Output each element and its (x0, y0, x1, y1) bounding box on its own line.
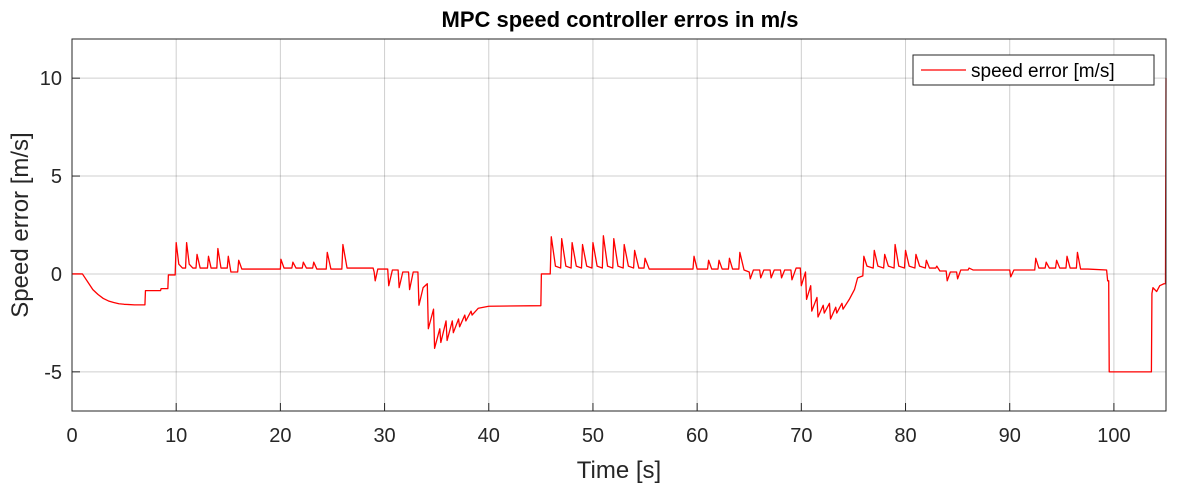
x-tick-label: 90 (999, 425, 1021, 447)
grid-lines (72, 39, 1166, 411)
x-tick-label: 80 (894, 425, 916, 447)
x-tick-label: 10 (165, 425, 187, 447)
data-series (72, 78, 1167, 373)
legend-label: speed error [m/s] (971, 61, 1115, 82)
x-tick-label: 50 (582, 425, 604, 447)
y-tick-label: 0 (51, 264, 62, 286)
x-tick-label: 100 (1097, 425, 1130, 447)
x-tick-label: 60 (686, 425, 708, 447)
x-tick-label: 20 (269, 425, 291, 447)
y-axis-label: Speed error [m/s] (7, 132, 34, 317)
plot-frame (71, 38, 1167, 412)
y-tick-label: -5 (44, 362, 62, 384)
y-tick-label: 5 (51, 166, 62, 188)
chart-title: MPC speed controller erros in m/s (442, 7, 799, 32)
tick-labels: 0 10 20 30 40 50 60 70 80 90 100 -5 0 5 10 (40, 68, 1131, 447)
x-tick-label: 70 (790, 425, 812, 447)
y-tick-label: 10 (40, 68, 62, 90)
legend: speed error [m/s] (912, 54, 1155, 86)
x-tick-label: 0 (66, 425, 77, 447)
x-tick-label: 30 (373, 425, 395, 447)
series-line-0 (72, 78, 1167, 373)
x-axis-label: Time [s] (577, 457, 661, 484)
x-tick-label: 40 (478, 425, 500, 447)
